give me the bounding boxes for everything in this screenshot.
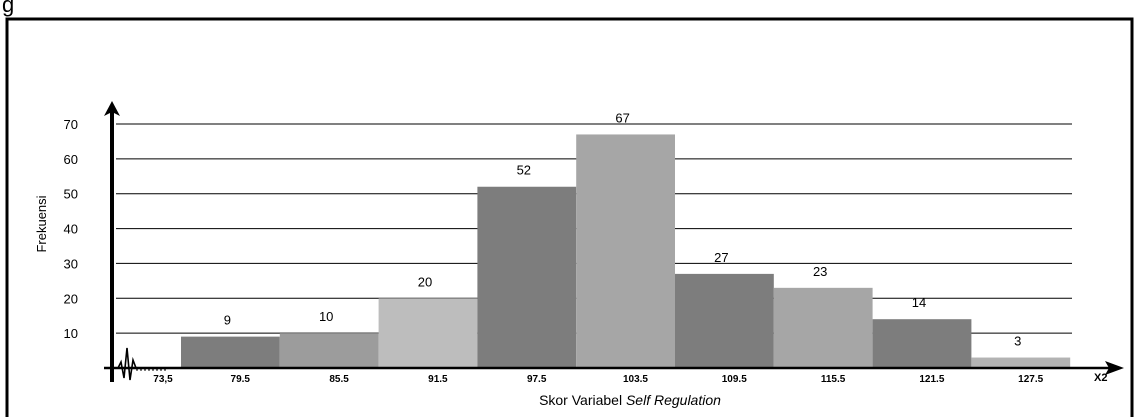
histogram-bar [675, 273, 774, 368]
y-axis-label: Frekuensi [34, 195, 49, 252]
axis-layer: 10 20 30 40 50 60 70 73,5 79.5 85.5 91.5 97.5 103.5 1… [64, 101, 1124, 385]
y-tick-label: 30 [64, 256, 78, 271]
header-text-fragment: g [2, 0, 14, 17]
chart-frame [5, 17, 1134, 417]
x-tick-label: 97.5 [527, 374, 547, 385]
y-tick-label: 20 [64, 291, 78, 306]
histogram-bar [477, 186, 577, 368]
x-tick-label: 127.5 [1018, 374, 1043, 385]
y-tick-label: 40 [64, 222, 78, 237]
histogram-bar [181, 336, 280, 368]
data-label: 9 [224, 313, 231, 328]
x-axis-label-prefix: Skor Variabel [539, 392, 626, 408]
histogram-bar [576, 134, 675, 368]
x-tick-label: 103.5 [623, 374, 648, 385]
data-label: 27 [714, 250, 728, 265]
histogram-bar [971, 357, 1071, 368]
x-axis-label: Skor Variabel Self Regulation [539, 392, 721, 408]
x-axis-arrow-icon [1105, 361, 1124, 375]
data-label: 3 [1014, 334, 1021, 349]
x-tick-label: 79.5 [231, 374, 251, 385]
data-label: 20 [418, 274, 432, 289]
x-axis-end-label: X2 [1094, 372, 1107, 384]
y-tick-label: 10 [64, 326, 78, 341]
histogram-bar [773, 287, 873, 368]
data-label-layer: 9 10 20 52 67 27 23 14 3 [224, 110, 1022, 348]
data-label: 52 [517, 163, 531, 178]
y-axis-arrow-icon [104, 101, 120, 116]
y-tick-label: 50 [64, 187, 78, 202]
y-tick-label: 70 [64, 117, 78, 132]
histogram-bar [872, 319, 972, 368]
histogram-bar [378, 298, 478, 368]
x-axis-label-italic: Self Regulation [626, 392, 721, 408]
x-tick-label: 109.5 [722, 374, 747, 385]
bar-layer [181, 134, 1071, 368]
data-label: 67 [615, 110, 629, 125]
x-tick-label: 121.5 [919, 374, 944, 385]
x-tick-label: 85.5 [329, 374, 349, 385]
histogram-bar [279, 333, 379, 368]
data-label: 10 [319, 309, 333, 324]
data-label: 14 [912, 295, 926, 310]
x-tick-label: 115.5 [821, 374, 846, 385]
x-tick-label: 91.5 [428, 374, 448, 385]
axis-break-icon [117, 347, 137, 381]
data-label: 23 [813, 264, 827, 279]
x-tick-label: 73,5 [153, 374, 173, 385]
y-tick-label: 60 [64, 152, 78, 167]
